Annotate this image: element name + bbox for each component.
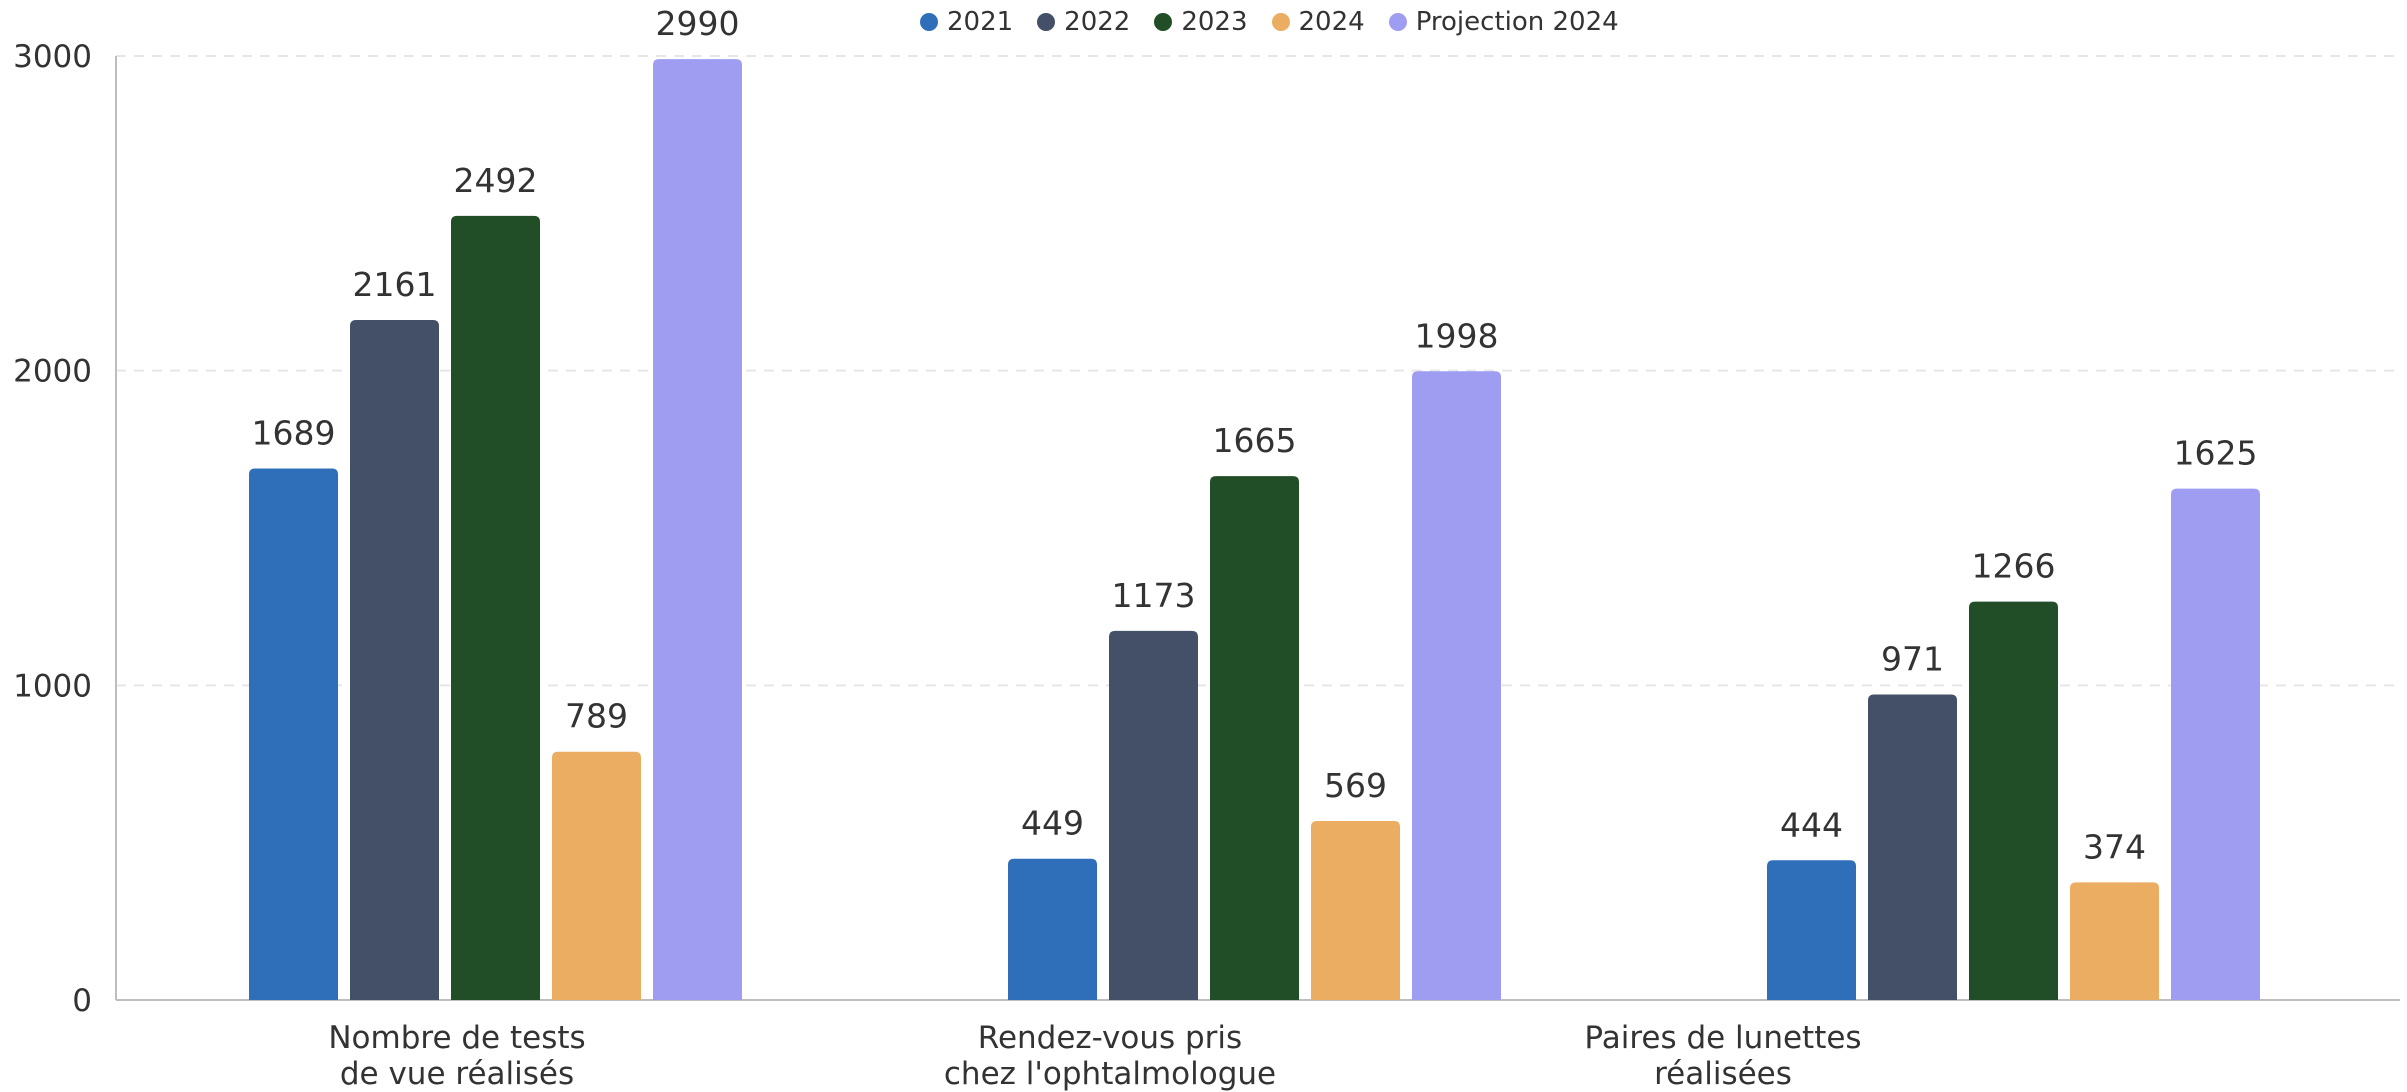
y-tick-label: 2000 <box>13 354 92 390</box>
bar-value-label: 449 <box>1021 804 1084 843</box>
legend-dot-icon <box>1154 13 1173 31</box>
bar-value-label: 789 <box>565 697 628 736</box>
legend-label: 2022 <box>1064 7 1131 37</box>
bar <box>1767 860 1856 1000</box>
bar <box>653 59 742 1000</box>
category-label: de vue réalisés <box>340 1056 574 1092</box>
bar <box>350 320 439 1000</box>
category-label: Rendez-vous pris <box>978 1020 1242 1056</box>
bar <box>1969 601 2058 1000</box>
bar-value-label: 1266 <box>1972 547 2056 586</box>
bar-value-label: 971 <box>1881 639 1944 678</box>
legend-label: 2024 <box>1298 7 1365 37</box>
bar <box>552 751 641 1000</box>
category-label: Paires de lunettes <box>1584 1020 1861 1056</box>
bar <box>1210 476 1299 1001</box>
legend-label: Projection 2024 <box>1415 7 1619 37</box>
legend-item: 2022 <box>1037 7 1130 37</box>
bar <box>451 215 540 1001</box>
bar-value-label: 1689 <box>252 414 336 453</box>
bar-value-label: 2990 <box>656 4 740 43</box>
bar <box>1109 630 1198 1000</box>
bar-value-label: 1173 <box>1112 576 1196 615</box>
legend-dot-icon <box>1271 13 1290 31</box>
bar-value-label: 1665 <box>1213 421 1297 460</box>
bar-value-label: 1625 <box>2174 434 2258 473</box>
chart-legend: 2021 2022 2023 2024 Projection 2024 <box>920 6 1619 38</box>
bar-value-label: 2492 <box>454 161 538 200</box>
y-tick-label: 3000 <box>13 39 92 75</box>
legend-item: 2021 <box>920 7 1013 37</box>
category-label: réalisées <box>1654 1056 1792 1092</box>
bar <box>1868 694 1957 1000</box>
bar-value-label: 444 <box>1780 805 1843 844</box>
legend-item: 2024 <box>1271 7 1365 37</box>
legend-label: 2021 <box>947 7 1014 37</box>
bar <box>1412 371 1501 1000</box>
category-label: Nombre de tests <box>328 1020 585 1056</box>
legend-item: 2023 <box>1154 7 1248 37</box>
bar <box>249 468 338 1000</box>
legend-dot-icon <box>1388 13 1407 31</box>
bar <box>1311 820 1400 1000</box>
bar <box>2171 488 2260 1000</box>
y-tick-label: 0 <box>72 983 92 1019</box>
category-label: chez l'ophtalmologue <box>944 1056 1276 1092</box>
bar <box>2070 882 2159 1000</box>
bar-value-label: 374 <box>2083 827 2146 866</box>
legend-item: Projection 2024 <box>1388 7 1619 37</box>
bar-value-label: 1998 <box>1415 316 1499 355</box>
bar <box>1008 858 1097 1000</box>
legend-dot-icon <box>1037 13 1056 31</box>
bar-value-label: 569 <box>1324 766 1387 805</box>
y-tick-label: 1000 <box>13 668 92 704</box>
legend-label: 2023 <box>1181 7 1248 37</box>
bar-value-label: 2161 <box>353 265 437 304</box>
legend-dot-icon <box>920 13 938 31</box>
